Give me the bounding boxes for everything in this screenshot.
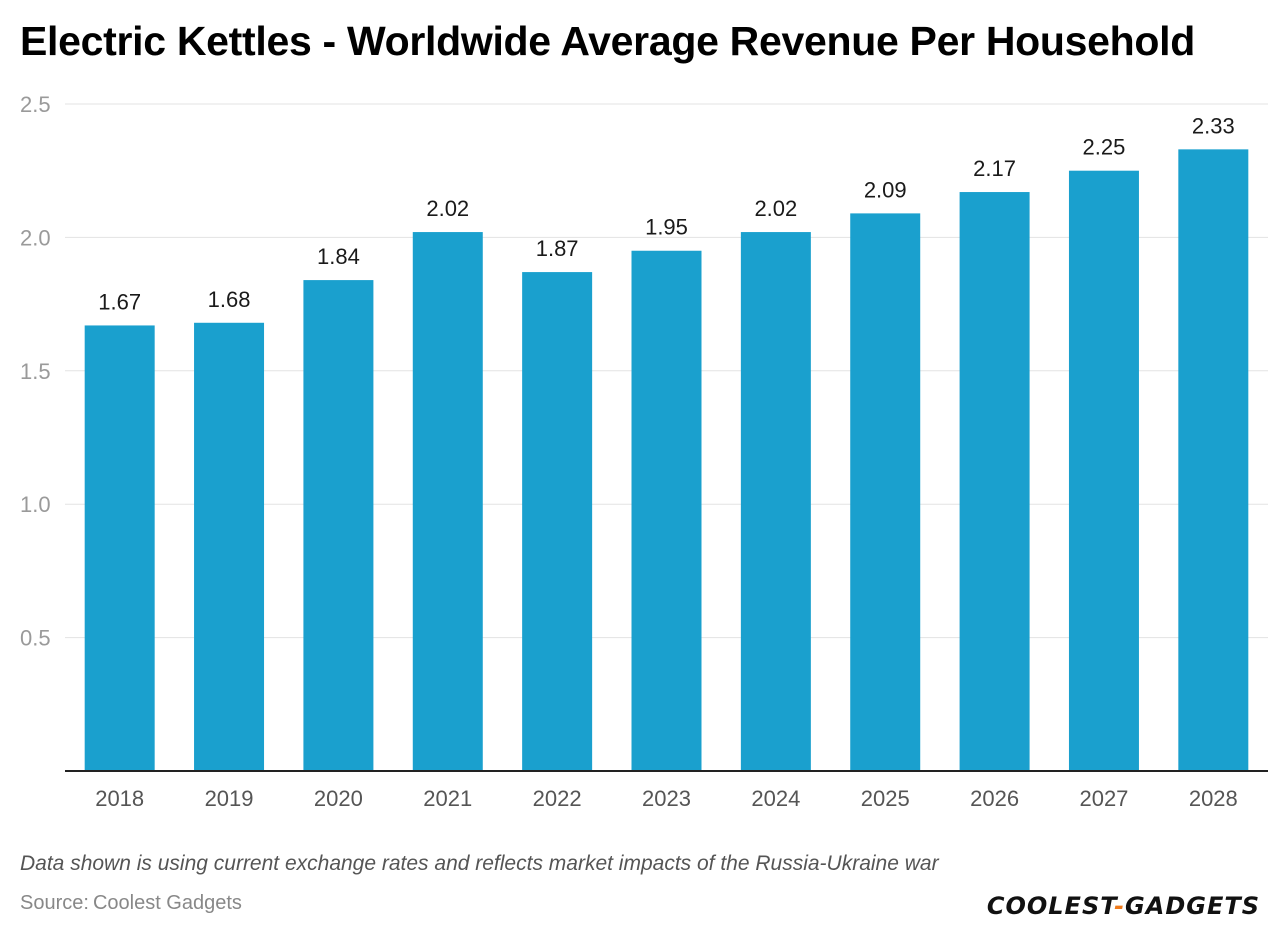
bar-value-label: 2.33 bbox=[1192, 113, 1235, 138]
bar-value-label: 1.84 bbox=[317, 244, 360, 269]
x-tick-label: 2019 bbox=[205, 786, 254, 811]
bar-value-label: 2.25 bbox=[1083, 135, 1126, 160]
bar-value-label: 2.02 bbox=[426, 196, 469, 221]
bar bbox=[522, 272, 593, 771]
brand-dash: - bbox=[1114, 892, 1126, 920]
brand-logo: COOLEST-GADGETS bbox=[987, 892, 1260, 920]
bar-value-label: 1.95 bbox=[645, 215, 688, 240]
bar-value-label: 1.67 bbox=[98, 289, 141, 314]
bar bbox=[194, 322, 265, 771]
source-label: Source: bbox=[20, 892, 89, 914]
bar bbox=[959, 192, 1030, 771]
bar-value-label: 2.09 bbox=[864, 177, 907, 202]
x-tick-label: 2026 bbox=[970, 786, 1019, 811]
source-line: Source: Coolest Gadgets bbox=[20, 892, 242, 915]
bar bbox=[303, 280, 374, 771]
x-tick-label: 2023 bbox=[642, 786, 691, 811]
bar bbox=[631, 250, 702, 772]
x-tick-label: 2022 bbox=[533, 786, 582, 811]
bar-value-label: 1.87 bbox=[536, 236, 579, 261]
y-tick-label: 2.0 bbox=[20, 225, 51, 250]
y-tick-label: 1.5 bbox=[20, 359, 51, 384]
y-tick-label: 1.0 bbox=[20, 492, 51, 517]
source-value: Coolest Gadgets bbox=[92, 892, 242, 914]
x-tick-label: 2028 bbox=[1189, 786, 1238, 811]
bar bbox=[850, 213, 921, 771]
bar-value-label: 2.17 bbox=[973, 156, 1016, 181]
bar bbox=[1068, 170, 1139, 771]
bar bbox=[84, 325, 155, 771]
x-tick-label: 2018 bbox=[95, 786, 144, 811]
x-tick-label: 2024 bbox=[751, 786, 800, 811]
bar bbox=[412, 232, 483, 772]
x-tick-label: 2020 bbox=[314, 786, 363, 811]
bar-value-label: 1.68 bbox=[208, 287, 251, 312]
y-tick-label: 2.5 bbox=[20, 92, 51, 117]
brand-part1: COOLEST bbox=[986, 892, 1115, 920]
x-tick-label: 2025 bbox=[861, 786, 910, 811]
bar-value-label: 2.02 bbox=[754, 196, 797, 221]
x-tick-label: 2027 bbox=[1079, 786, 1128, 811]
footnote: Data shown is using current exchange rat… bbox=[20, 852, 939, 875]
bar bbox=[740, 232, 811, 772]
y-tick-label: 0.5 bbox=[20, 626, 51, 651]
x-tick-label: 2021 bbox=[423, 786, 472, 811]
chart-title: Electric Kettles - Worldwide Average Rev… bbox=[20, 18, 1195, 64]
bar bbox=[1178, 149, 1249, 771]
brand-part2: GADGETS bbox=[1125, 892, 1260, 920]
